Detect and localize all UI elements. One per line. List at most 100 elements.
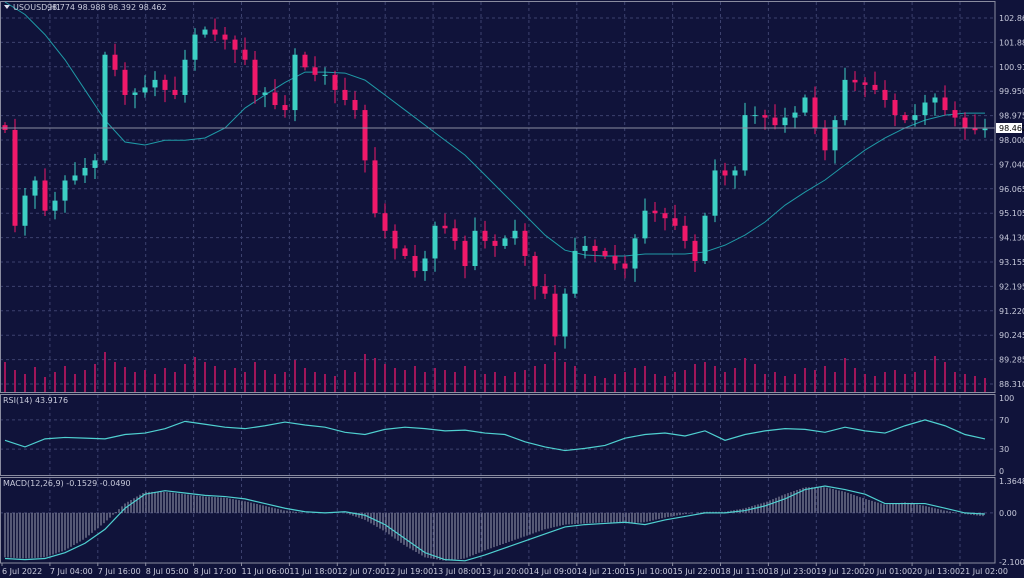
rsi-pane-border <box>0 394 996 476</box>
bear-candle <box>372 160 378 214</box>
volume-bar <box>74 374 76 392</box>
volume-bar <box>884 372 886 392</box>
bear-candle <box>42 180 48 211</box>
bear-candle <box>722 170 728 176</box>
bear-candle <box>892 100 898 116</box>
bear-candle <box>592 245 598 251</box>
bull-candle <box>132 92 138 95</box>
volume-bar <box>874 376 876 392</box>
bull-candle <box>292 54 298 111</box>
volume-bar <box>894 370 896 392</box>
bear-candle <box>222 34 228 40</box>
volume-bar <box>64 366 66 392</box>
price-tick-label: 96.065 <box>999 185 1024 194</box>
time-label: 20 Jul 13:00 <box>912 567 960 576</box>
time-label: 18 Jul 23:00 <box>768 567 816 576</box>
time-label: 13 Jul 08:00 <box>433 567 481 576</box>
time-label: 8 Jul 05:00 <box>146 567 189 576</box>
bear-candle <box>312 67 318 75</box>
volume-bar <box>354 372 356 392</box>
volume-bar <box>14 370 16 392</box>
price-tick-label: 93.155 <box>999 258 1024 267</box>
bear-candle <box>772 117 778 126</box>
volume-bar <box>4 362 6 392</box>
volume-bar <box>404 370 406 392</box>
volume-bar <box>794 374 796 392</box>
bear-candle <box>272 92 278 106</box>
volume-bar <box>864 374 866 392</box>
bear-candle <box>522 230 528 256</box>
bear-candle <box>232 39 238 50</box>
volume-bar <box>674 372 676 392</box>
volume-bar <box>714 366 716 392</box>
bear-candle <box>882 89 888 101</box>
bull-candle <box>472 230 478 267</box>
volume-bar <box>494 372 496 392</box>
moving-average-line <box>4 1 985 257</box>
volume-bar <box>114 362 116 392</box>
time-label: 20 Jul 01:00 <box>864 567 912 576</box>
volume-bar <box>274 374 276 392</box>
bull-candle <box>752 115 758 117</box>
volume-bar <box>484 374 486 392</box>
bear-candle <box>442 225 448 229</box>
price-tick-label: 102.860 <box>999 14 1024 23</box>
volume-bar <box>164 368 166 392</box>
volume-bar <box>474 370 476 392</box>
bear-candle <box>162 79 168 90</box>
axes: 102.860 101.885 100.910 99.950 98.975 98.000 9… <box>1 14 1024 576</box>
bear-candle <box>852 79 858 83</box>
volume-bar <box>904 374 906 392</box>
volume-bar <box>634 368 636 392</box>
bear-candle <box>362 110 368 161</box>
bear-candle <box>542 286 548 294</box>
volume-bar <box>784 376 786 392</box>
bull-candle <box>22 195 28 226</box>
time-label: 18 Jul 11:00 <box>721 567 769 576</box>
volume-bar <box>394 368 396 392</box>
price-tick-label: 98.975 <box>999 112 1024 121</box>
triangle-down-icon[interactable] <box>4 5 10 9</box>
time-label: 14 Jul 21:00 <box>577 567 625 576</box>
bull-candle <box>502 238 508 246</box>
symbol-label: USOUSD,H1 <box>13 3 61 12</box>
volume-bar <box>654 374 656 392</box>
bull-candle <box>202 29 208 35</box>
volume-bar <box>214 366 216 392</box>
bull-candle <box>72 175 78 181</box>
volume-bar <box>104 352 106 392</box>
bear-candle <box>602 250 608 256</box>
volume-bar <box>224 370 226 392</box>
volume-bar <box>454 372 456 392</box>
volume-bar <box>314 372 316 392</box>
volume-bar <box>754 364 756 392</box>
bear-candle <box>672 218 678 226</box>
volume-bar <box>84 370 86 392</box>
bear-candle <box>952 110 958 118</box>
rsi-tick-label: 70 <box>999 416 1009 425</box>
volume-bar <box>564 362 566 392</box>
bull-candle <box>932 97 938 103</box>
bear-candle <box>392 230 398 249</box>
volume-bar <box>604 378 606 392</box>
volume-bar <box>464 366 466 392</box>
price-tick-label: 99.950 <box>999 87 1024 96</box>
bull-candle <box>262 92 268 95</box>
bear-candle <box>552 293 558 337</box>
bull-candle <box>732 170 738 176</box>
bull-candle <box>582 245 588 251</box>
volume-bar <box>524 370 526 392</box>
time-label: 6 Jul 2022 <box>2 567 42 576</box>
macd-signal-line <box>4 485 986 562</box>
volume-bar <box>94 364 96 392</box>
volume-bar <box>914 372 916 392</box>
macd-tick-label: -2.1005 <box>999 558 1024 567</box>
volume-bar <box>764 374 766 392</box>
bear-candle <box>492 240 498 246</box>
volume-bar <box>174 372 176 392</box>
volume-bar <box>694 364 696 392</box>
bull-candle <box>52 200 58 211</box>
bull-candle <box>842 79 848 121</box>
